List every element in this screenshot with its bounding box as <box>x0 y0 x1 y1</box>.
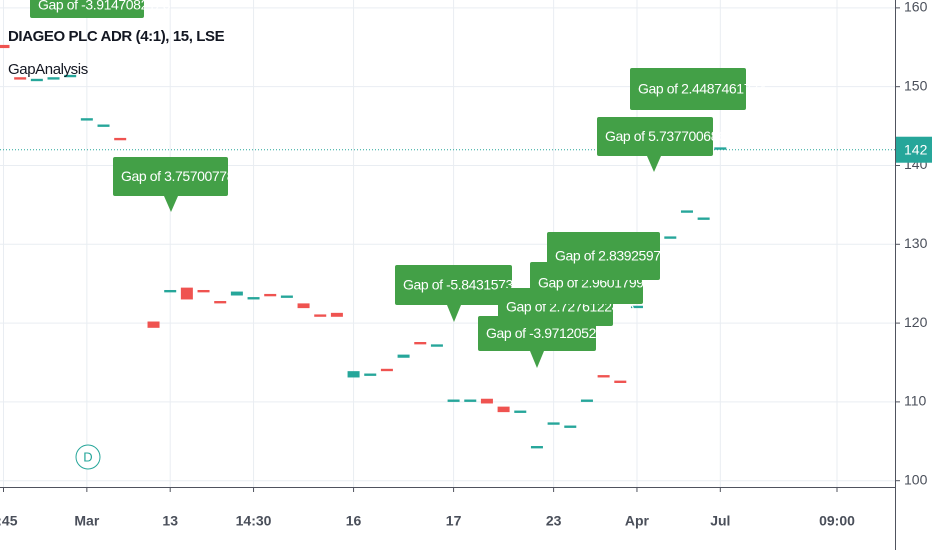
candle-body <box>430 344 443 347</box>
gap-label-box <box>597 117 713 156</box>
gap-label-box <box>395 265 512 305</box>
candle-body <box>630 305 643 309</box>
candle-body <box>414 342 427 345</box>
candle-body <box>314 314 327 317</box>
candle-body <box>347 371 360 378</box>
gap-label-box <box>113 157 228 196</box>
candle-body <box>0 44 10 49</box>
candle-body <box>580 399 593 402</box>
x-tick-label: 23 <box>546 513 562 529</box>
candle-body <box>480 398 493 404</box>
gap-label: Gap of 3.7570077818 <box>113 157 250 212</box>
candle-body <box>264 293 277 297</box>
candle-body <box>680 210 693 213</box>
candle-body <box>30 78 43 82</box>
y-tick-label: 120 <box>904 314 928 330</box>
candle-body <box>380 368 393 372</box>
gap-label-pointer <box>647 156 661 172</box>
candle-body <box>564 425 577 428</box>
candle-body <box>97 124 110 127</box>
y-tick-label: 100 <box>904 471 928 487</box>
candle-body <box>64 74 77 78</box>
gap-label-text: Gap of 3.7570077818 <box>121 168 249 184</box>
candle-body <box>47 77 60 80</box>
candle-body <box>514 410 527 413</box>
x-tick-label: 17 <box>446 513 462 529</box>
candle-body <box>697 217 710 220</box>
x-tick-label: 14:30 <box>236 513 272 529</box>
candle-body <box>447 399 460 402</box>
candle-body <box>280 295 293 298</box>
candle-body <box>114 137 127 141</box>
candle-body <box>164 289 177 293</box>
gap-label: Gap of 2.8392597968 <box>547 232 684 280</box>
candle-body <box>247 297 260 300</box>
candle-body <box>497 406 510 413</box>
x-tick-label: 5:45 <box>0 513 18 529</box>
gap-label-pointer <box>447 305 461 322</box>
candle-body <box>547 422 560 425</box>
candle-body <box>714 147 727 150</box>
candle-body <box>330 312 343 317</box>
symbol-title: DIAGEO PLC ADR (4:1), 15, LSE <box>8 28 225 45</box>
candle-body <box>214 301 227 304</box>
gap-label-pointer <box>530 351 544 368</box>
candle-body <box>597 375 610 378</box>
candle-body <box>14 77 27 80</box>
axes: 1001101201301401501605:45Mar1314:3016172… <box>0 0 932 529</box>
gap-label: Gap of -5.8431573558 <box>395 265 536 322</box>
event-marker-label[interactable]: D <box>83 449 92 464</box>
indicator-name: GapAnalysis <box>8 61 88 78</box>
candle-body <box>530 446 543 449</box>
y-tick-label: 110 <box>904 393 927 409</box>
candle-body <box>180 287 193 300</box>
gap-label-box <box>630 68 746 110</box>
candle-body <box>297 303 310 309</box>
gap-label: Gap of -3.9147082123 <box>30 0 171 18</box>
gap-label-text: Gap of -3.9712052097 <box>486 325 619 341</box>
event-marker[interactable] <box>75 444 101 470</box>
last-price-label: 142 <box>904 141 928 157</box>
x-tick-label: Mar <box>74 513 99 529</box>
gap-label-box <box>30 0 144 18</box>
gap-label-pointer <box>164 196 178 212</box>
x-tick-label: 13 <box>162 513 178 529</box>
candle-body <box>147 321 160 328</box>
x-tick-label: 09:00 <box>819 513 855 529</box>
last-price-box <box>896 136 932 163</box>
gap-label: Gap of 5.7377006869 <box>597 117 734 172</box>
gap-label-text: Gap of -3.9147082123 <box>38 0 171 13</box>
candle-body <box>464 399 477 402</box>
annotations: Gap of -3.9147082123 Gap of 3.7570077818 G… <box>30 0 767 368</box>
candle-body <box>364 373 377 376</box>
candle-body <box>80 118 93 121</box>
gap-label: Gap of 2.4487461774 <box>630 68 767 110</box>
x-tick-label: Jul <box>710 513 730 529</box>
candle-body <box>614 380 627 383</box>
candle-body <box>664 236 677 239</box>
candle-body <box>230 291 243 296</box>
gap-label-text: Gap of 5.7377006869 <box>605 128 733 144</box>
gap-label-box <box>547 232 660 280</box>
x-tick-label: 16 <box>346 513 362 529</box>
y-tick-label: 150 <box>904 77 928 93</box>
y-tick-label: 160 <box>904 0 928 15</box>
gap-label-text: Gap of 2.8392597968 <box>555 248 683 264</box>
candle-body <box>197 289 210 293</box>
y-tick-label: 130 <box>904 235 928 251</box>
candle-body <box>397 354 410 358</box>
gap-label-text: Gap of 2.4487461774 <box>638 81 766 97</box>
x-tick-label: Apr <box>625 513 650 529</box>
